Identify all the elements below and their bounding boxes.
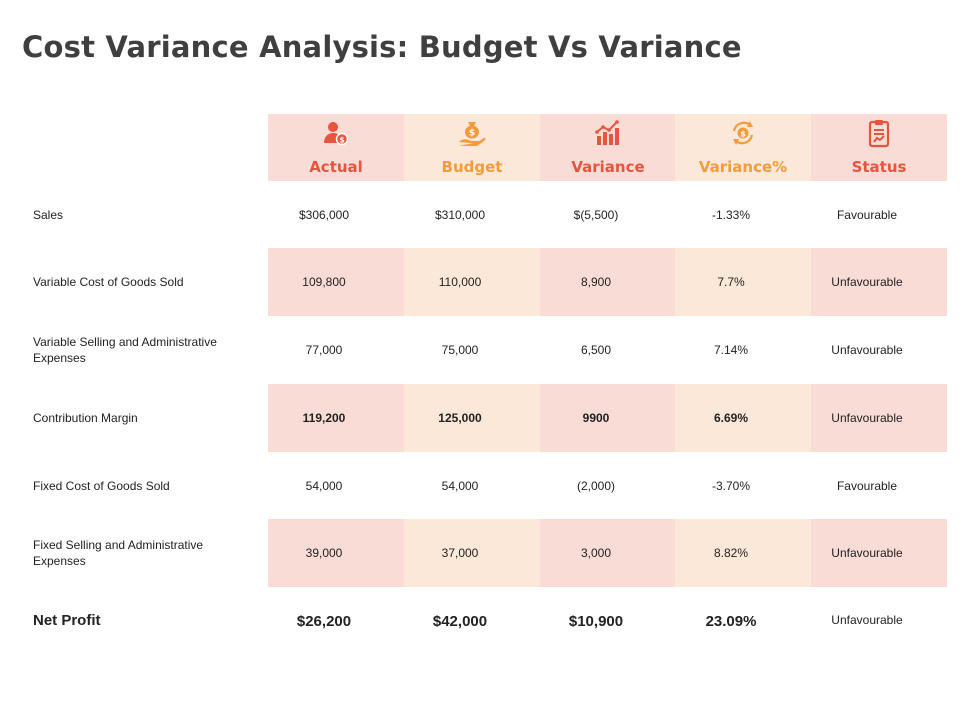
cell-variance: $10,900 <box>568 612 624 630</box>
cell-actual: $306,000 <box>298 208 350 222</box>
row-label: Net Profit <box>33 587 248 655</box>
row-cell-bg <box>404 519 540 587</box>
cell-actual: 77,000 <box>305 343 343 357</box>
row-cell-bg <box>675 248 811 316</box>
row-label-text: Fixed Cost of Goods Sold <box>33 479 170 493</box>
row-label: Variable Selling and Administrative Expe… <box>33 316 248 384</box>
row-label-text: Net Profit <box>33 612 101 629</box>
row-cell-bg <box>540 384 676 452</box>
cell-variance: 3,000 <box>580 546 612 560</box>
cell-variance: (2,000) <box>576 479 616 493</box>
header-cell-bg <box>675 114 811 181</box>
column-header-variance-pct: Variance% <box>698 158 788 176</box>
hand-money-bag-icon: $ <box>457 118 487 148</box>
clipboard-report-icon <box>864 118 894 148</box>
cell-variance-pct: 8.82% <box>713 546 749 560</box>
cell-variance: $(5,500) <box>573 208 619 222</box>
column-header-budget: Budget <box>441 158 503 176</box>
row-cell-bg <box>268 519 404 587</box>
cell-variance-pct: 7.14% <box>713 343 749 357</box>
column-header-variance: Variance <box>571 158 645 176</box>
cell-variance: 8,900 <box>580 275 612 289</box>
cell-budget: 37,000 <box>441 546 479 560</box>
row-cell-bg <box>268 384 404 452</box>
column-header-status: Status <box>851 158 907 176</box>
row-label-text: Sales <box>33 208 64 222</box>
svg-text:$: $ <box>740 130 746 139</box>
cell-budget: 125,000 <box>438 411 482 425</box>
row-cell-bg <box>675 519 811 587</box>
cell-status: Unfavourable <box>831 613 903 627</box>
header-cell-bg <box>540 114 676 181</box>
row-cell-bg <box>811 519 947 587</box>
row-label: Contribution Margin <box>33 384 248 452</box>
row-cell-bg <box>404 248 540 316</box>
cell-variance-pct: 6.69% <box>713 411 749 425</box>
row-cell-bg <box>268 248 404 316</box>
row-label: Variable Cost of Goods Sold <box>33 248 248 316</box>
row-cell-bg <box>540 519 676 587</box>
cell-actual: 54,000 <box>305 479 343 493</box>
cell-actual: 39,000 <box>305 546 343 560</box>
cell-variance-pct: -1.33% <box>711 208 751 222</box>
row-label: Fixed Selling and Administrative Expense… <box>33 519 248 587</box>
user-dollar-icon: $ <box>321 118 351 148</box>
cell-variance: 9900 <box>582 411 610 425</box>
cell-budget: 54,000 <box>441 479 479 493</box>
row-label: Fixed Cost of Goods Sold <box>33 452 248 520</box>
cell-variance-pct: 23.09% <box>705 612 757 630</box>
svg-text:$: $ <box>469 129 475 139</box>
row-cell-bg <box>811 384 947 452</box>
header-cell-bg <box>811 114 947 181</box>
cell-status: Unfavourable <box>831 411 903 425</box>
bar-chart-trend-icon <box>593 118 623 148</box>
row-cell-bg <box>404 384 540 452</box>
row-label: Sales <box>33 181 248 249</box>
row-cell-bg <box>811 248 947 316</box>
row-cell-bg <box>675 384 811 452</box>
cell-budget: $42,000 <box>432 612 488 630</box>
row-label-text: Variable Selling and Administrative Expe… <box>33 335 217 365</box>
cell-actual: 119,200 <box>302 411 346 425</box>
cell-status: Unfavourable <box>831 275 903 289</box>
cell-budget: 110,000 <box>438 275 482 289</box>
row-label-text: Contribution Margin <box>33 411 138 425</box>
dollar-cycle-icon: $ <box>728 118 758 148</box>
row-cell-bg <box>540 248 676 316</box>
cell-variance: 6,500 <box>580 343 612 357</box>
cell-actual: 109,800 <box>302 275 346 289</box>
cell-status: Favourable <box>836 208 898 222</box>
cell-status: Unfavourable <box>831 343 903 357</box>
cell-actual: $26,200 <box>296 612 352 630</box>
svg-text:$: $ <box>339 136 345 145</box>
cell-status: Unfavourable <box>831 546 903 560</box>
page-title: Cost Variance Analysis: Budget Vs Varian… <box>22 30 742 64</box>
cell-variance-pct: -3.70% <box>711 479 751 493</box>
cell-variance-pct: 7.7% <box>717 275 745 289</box>
cell-budget: 75,000 <box>441 343 479 357</box>
cell-budget: $310,000 <box>434 208 486 222</box>
column-header-actual: Actual <box>309 158 363 176</box>
row-label-text: Fixed Selling and Administrative Expense… <box>33 538 204 568</box>
row-label-text: Variable Cost of Goods Sold <box>33 275 184 289</box>
cell-status: Favourable <box>836 479 898 493</box>
